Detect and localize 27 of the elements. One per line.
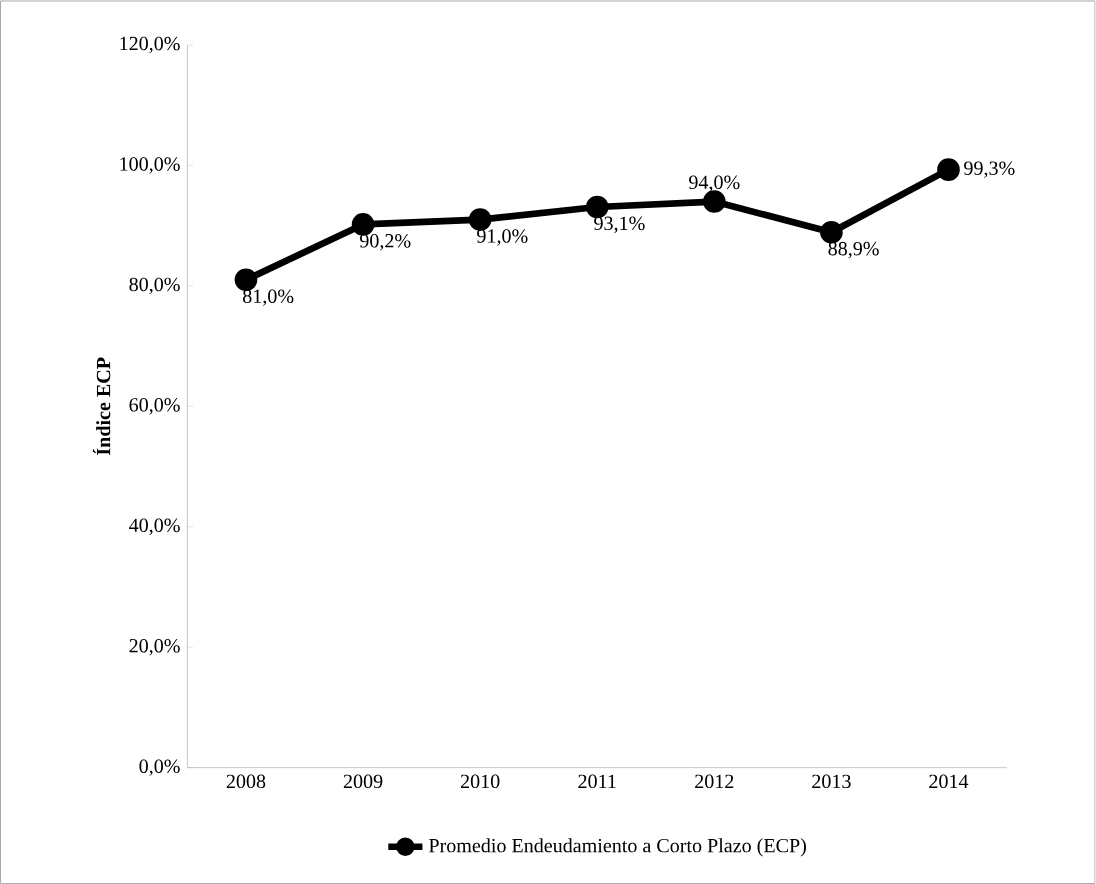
y-tick-label: 0,0%: [139, 759, 180, 776]
y-tick-label: 80,0%: [129, 277, 180, 295]
point: [702, 190, 726, 213]
x-tick-label: 2013: [812, 774, 851, 789]
point: [468, 208, 492, 231]
legend-label: Promedio Endeudamiento a Corto Plazo (ECP): [429, 838, 806, 857]
point: [937, 158, 960, 181]
x-tick-label: 2009: [343, 774, 383, 789]
data-label: 88,9%: [828, 241, 879, 259]
x-tick-label: 2010: [460, 774, 500, 789]
data-label: 93,1%: [594, 216, 645, 233]
y-axis-title: Índice ECP: [92, 357, 111, 455]
y-tick-label: 60,0%: [129, 398, 180, 415]
x-tick-label: 2012: [695, 774, 734, 789]
y-tick-label: 40,0%: [129, 518, 180, 535]
x-tick-label: 2014: [929, 774, 969, 789]
y-tick-label: 120,0%: [120, 36, 180, 54]
y-tick-label: 100,0%: [120, 157, 180, 174]
point: [351, 213, 375, 236]
y-tick-label: 20,0%: [129, 638, 180, 656]
data-label: 94,0%: [689, 175, 740, 192]
x-tick-label: 2008: [226, 774, 266, 789]
data-label: 91,0%: [477, 229, 528, 246]
data-label: 99,3%: [964, 161, 1015, 178]
data-label: 90,2%: [359, 234, 411, 251]
data-label: 81,0%: [243, 289, 294, 306]
x-tick-label: 2011: [578, 774, 616, 789]
